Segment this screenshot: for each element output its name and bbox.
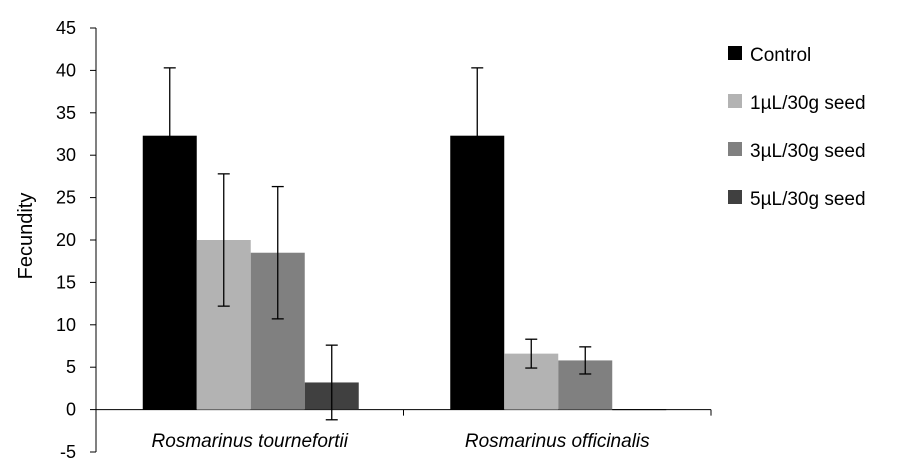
legend-swatch bbox=[728, 94, 742, 108]
error-bars bbox=[163, 67, 592, 421]
legend-swatch bbox=[728, 142, 742, 156]
y-tick-label: 35 bbox=[56, 103, 76, 123]
y-tick-label: 40 bbox=[56, 60, 76, 80]
error-bar bbox=[325, 344, 338, 421]
legend-label: 5µL/30g seed bbox=[750, 189, 866, 210]
error-bar bbox=[471, 67, 484, 205]
y-tick-label: 25 bbox=[56, 188, 76, 208]
y-axis-title: Fecundity bbox=[15, 193, 37, 280]
error-bar bbox=[525, 338, 538, 369]
y-tick-label: -5 bbox=[60, 442, 76, 459]
legend-label: 1µL/30g seed bbox=[750, 93, 866, 114]
legend-swatch bbox=[728, 46, 742, 60]
error-bar bbox=[217, 173, 230, 307]
error-bar bbox=[271, 185, 284, 320]
y-tick-label: 10 bbox=[56, 315, 76, 335]
legend-item: Control bbox=[728, 45, 811, 66]
error-bar bbox=[579, 346, 592, 375]
legend-swatch bbox=[728, 190, 742, 204]
legend-label: 3µL/30g seed bbox=[750, 141, 866, 162]
y-tick-label: 5 bbox=[66, 357, 76, 377]
category-label: Rosmarinus officinalis bbox=[465, 431, 650, 452]
bars bbox=[142, 135, 667, 411]
y-axis: -5 0 5 10 15 20 25 30 35 40 45 bbox=[56, 18, 97, 459]
y-tick-label: 0 bbox=[66, 400, 76, 420]
legend-label: Control bbox=[750, 45, 811, 66]
error-bar bbox=[163, 67, 176, 205]
legend-item: 3µL/30g seed bbox=[728, 141, 866, 162]
y-tick-label: 15 bbox=[56, 272, 76, 292]
x-axis bbox=[95, 409, 712, 416]
category-labels: Rosmarinus tournefortii Rosmarinus offici… bbox=[152, 431, 651, 452]
legend: Control 1µL/30g seed 3µL/30g seed 5µL/30g s… bbox=[728, 45, 866, 210]
legend-item: 5µL/30g seed bbox=[728, 189, 866, 210]
y-tick-label: 30 bbox=[56, 145, 76, 165]
y-tick-label: 45 bbox=[56, 18, 76, 38]
legend-item: 1µL/30g seed bbox=[728, 93, 866, 114]
y-tick-label: 20 bbox=[56, 230, 76, 250]
category-label: Rosmarinus tournefortii bbox=[152, 431, 349, 452]
